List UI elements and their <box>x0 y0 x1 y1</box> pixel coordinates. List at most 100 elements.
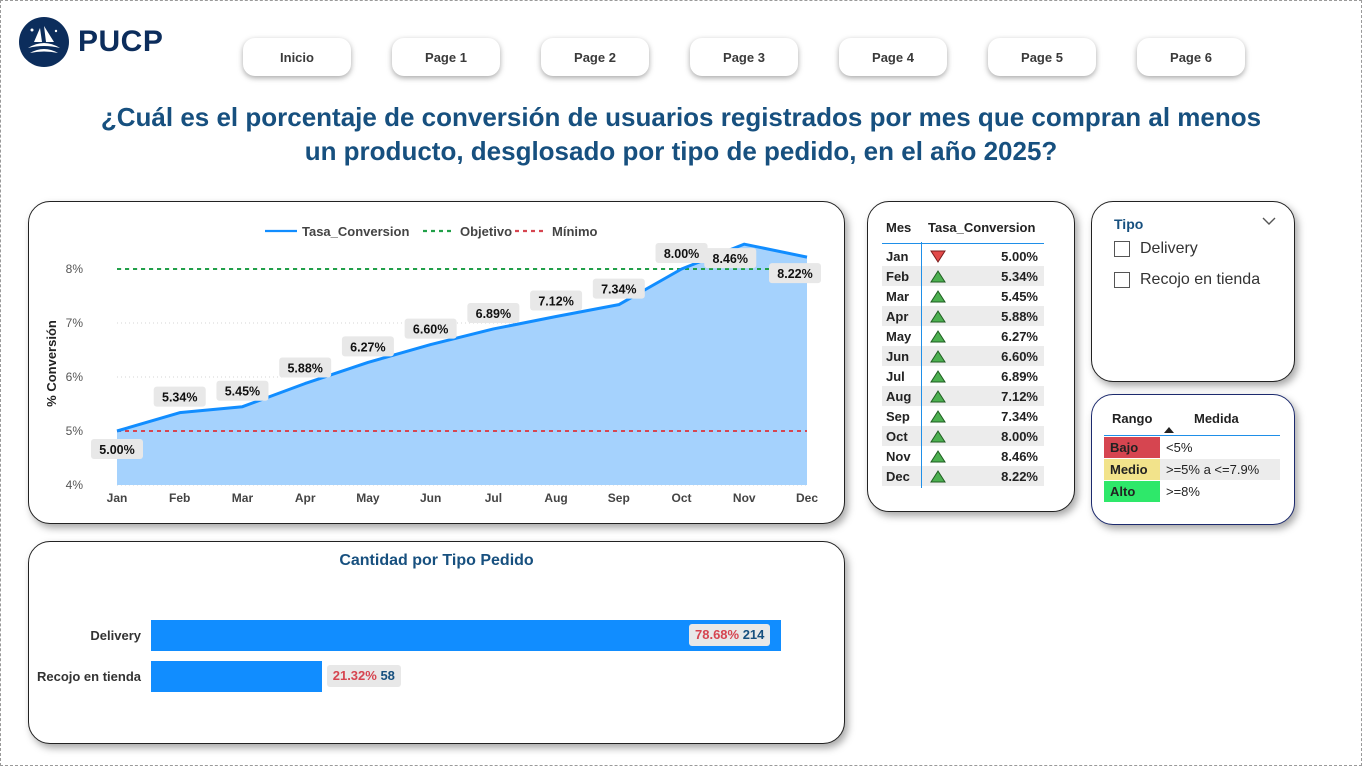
data-label-text: 6.27% <box>350 340 385 354</box>
table-row[interactable]: Oct 8.00% <box>882 426 1044 446</box>
bar-count-label: 58 <box>376 668 395 683</box>
table-row[interactable]: Jun 6.60% <box>882 346 1044 366</box>
nav-button-inicio[interactable]: Inicio <box>243 38 351 76</box>
y-tick-label: 7% <box>66 316 84 330</box>
table-row[interactable]: Jan 5.00% <box>882 246 1044 266</box>
table-row[interactable]: Aug 7.12% <box>882 386 1044 406</box>
y-tick-label: 5% <box>66 424 84 438</box>
table-row[interactable]: Dec 8.22% <box>882 466 1044 486</box>
x-tick-label: Jun <box>420 491 441 505</box>
bar-recojo[interactable] <box>151 661 322 692</box>
bar-percent-label: 21.32% <box>332 668 377 683</box>
data-label-text: 8.22% <box>777 267 812 281</box>
checkbox-delivery[interactable] <box>1114 241 1130 257</box>
data-label-text: 8.00% <box>664 247 699 261</box>
slicer-option-delivery[interactable]: Delivery <box>1114 240 1198 258</box>
data-label-text: 5.00% <box>99 443 134 457</box>
nav-button-page-6[interactable]: Page 6 <box>1137 38 1245 76</box>
table-row[interactable]: Sep 7.34% <box>882 406 1044 426</box>
x-tick-label: Dec <box>796 491 818 505</box>
x-tick-label: May <box>356 491 380 505</box>
table-header-mes: Mes <box>886 220 912 235</box>
trend-up-icon <box>930 390 946 403</box>
trend-up-icon <box>930 290 946 303</box>
conversion-area-chart[interactable]: Tasa_Conversion Objetivo Mínimo 4% 5% 6% 7% 8%%… <box>29 202 844 523</box>
x-tick-label: Apr <box>295 491 316 505</box>
table-row[interactable]: Mar 5.45% <box>882 286 1044 306</box>
data-label-bg <box>404 318 457 339</box>
data-label: 7.34% <box>592 278 645 299</box>
table-cell-tasa: 6.27% <box>1001 329 1038 344</box>
data-label-bg <box>279 357 332 378</box>
data-label: 5.45% <box>216 380 269 401</box>
trend-up-icon <box>930 270 946 283</box>
pucp-logo: PUCP <box>18 16 163 68</box>
conversion-chart-card: Tasa_Conversion Objetivo Mínimo 4% 5% 6% 7% 8%%… <box>28 201 845 524</box>
bar-delivery[interactable] <box>151 620 781 651</box>
slicer-option-label: Recojo en tienda <box>1140 271 1261 288</box>
data-label: 6.27% <box>341 336 394 357</box>
tipo-slicer-card: Tipo Delivery Recojo en tienda <box>1091 201 1295 382</box>
tasa-conversion-line <box>116 242 808 433</box>
table-cell-tasa: 5.88% <box>1001 309 1038 324</box>
data-label-bg <box>341 336 394 357</box>
brand-name: PUCP <box>78 25 164 58</box>
x-tick-label: Mar <box>232 491 254 505</box>
trend-up-icon <box>930 430 946 443</box>
table-row[interactable]: Feb 5.34% <box>882 266 1044 286</box>
table-row[interactable]: Jul 6.89% <box>882 366 1044 386</box>
table-cell-mes: May <box>886 329 912 344</box>
data-label-bg <box>153 386 206 407</box>
nav-button-page-1[interactable]: Page 1 <box>392 38 500 76</box>
conversion-table-body: Jan 5.00% Feb 5.34% Mar 5.45% Apr 5.88% May 6.27%… <box>882 246 1044 486</box>
data-label: 8.22% <box>769 263 821 284</box>
trend-up-icon <box>930 470 946 483</box>
nav-button-page-3[interactable]: Page 3 <box>690 38 798 76</box>
trend-up-icon <box>930 450 946 463</box>
range-label: Alto <box>1104 481 1160 502</box>
checkbox-recojo[interactable] <box>1114 272 1130 288</box>
table-cell-mes: Oct <box>886 429 908 444</box>
data-label-text: 6.89% <box>476 307 511 321</box>
bar-category-label: Recojo en tienda <box>36 669 141 684</box>
x-tick-label: Sep <box>608 491 630 505</box>
trend-up-icon <box>930 310 946 323</box>
table-cell-mes: Sep <box>886 409 910 424</box>
page-title-line-1: ¿Cuál es el porcentaje de conversión de … <box>100 102 1262 132</box>
data-label: 6.89% <box>467 302 520 323</box>
y-tick-label: 6% <box>66 370 84 384</box>
conversion-table-card: Mes Tasa_Conversion Jan 5.00% Feb 5.34% Mar 5… <box>867 201 1075 512</box>
table-row[interactable]: Apr 5.88% <box>882 306 1044 326</box>
x-tick-label: Feb <box>169 491 190 505</box>
table-row[interactable]: Nov 8.46% <box>882 446 1044 466</box>
x-tick-label: Oct <box>672 491 692 505</box>
table-cell-mes: Nov <box>886 449 911 464</box>
table-cell-mes: Dec <box>886 469 910 484</box>
table-cell-tasa: 8.22% <box>1001 469 1038 484</box>
slicer-title: Tipo <box>1114 216 1144 232</box>
ranges-header-divider <box>1104 435 1280 436</box>
table-cell-mes: Jun <box>886 349 910 364</box>
trend-up-icon <box>930 350 946 363</box>
legend-label: Objetivo <box>460 224 512 239</box>
bar-data-label: 21.32% 58 <box>326 665 401 687</box>
y-axis-label: % Conversión <box>44 320 59 407</box>
nav-button-page-5[interactable]: Page 5 <box>988 38 1096 76</box>
chevron-down-icon[interactable] <box>1262 216 1276 226</box>
x-tick-label: Aug <box>544 491 567 505</box>
nav-button-page-4[interactable]: Page 4 <box>839 38 947 76</box>
table-cell-tasa: 8.46% <box>1001 449 1038 464</box>
slicer-option-recojo[interactable]: Recojo en tienda <box>1114 271 1260 289</box>
table-cell-mes: Aug <box>886 389 912 404</box>
table-cell-tasa: 7.12% <box>1001 389 1038 404</box>
data-label: 5.88% <box>279 357 332 378</box>
data-label-bg <box>216 380 269 401</box>
sort-up-icon[interactable] <box>1164 427 1174 434</box>
range-measure: >=5% a <=7.9% <box>1160 459 1280 480</box>
table-header-divider <box>882 243 1044 244</box>
nav-button-page-2[interactable]: Page 2 <box>541 38 649 76</box>
table-row[interactable]: May 6.27% <box>882 326 1044 346</box>
bar-data-label: 78.68% 214 <box>689 624 771 646</box>
table-cell-tasa: 5.45% <box>1001 289 1038 304</box>
ranges-header-medida: Medida <box>1194 411 1239 426</box>
